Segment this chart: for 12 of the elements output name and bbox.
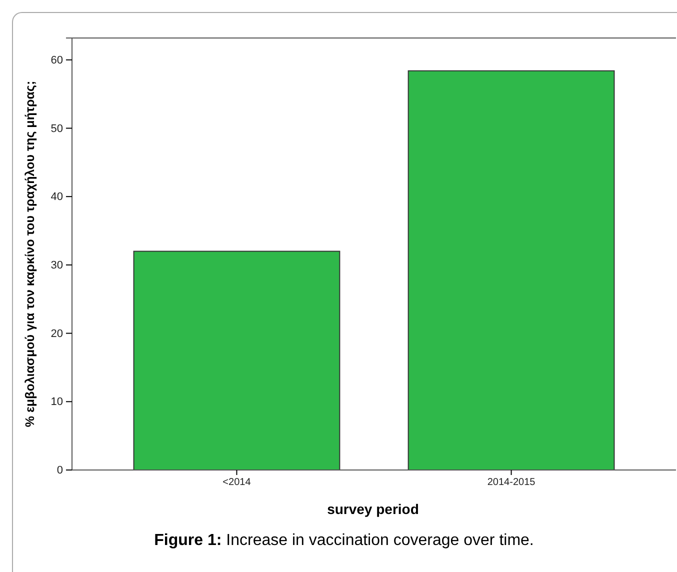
- y-tick-label: 10: [50, 396, 63, 408]
- y-tick-label: 0: [56, 464, 63, 477]
- x-tick-label: <2014: [222, 477, 252, 488]
- y-tick-label: 50: [50, 122, 63, 135]
- y-tick-label: 30: [50, 259, 63, 272]
- y-axis-title: % εμβολιασμού για τον καρκίνο του τραχήλου της μήτρας;: [23, 80, 37, 428]
- y-tick-label: 60: [50, 54, 63, 66]
- y-tick-label: 20: [50, 328, 63, 340]
- x-axis-title: survey period: [327, 501, 419, 517]
- x-tick-label: 2014-2015: [487, 477, 536, 488]
- caption: Figure 1: Increase in vaccination coverage over time.: [154, 532, 534, 549]
- y-tick-label: 40: [50, 191, 63, 204]
